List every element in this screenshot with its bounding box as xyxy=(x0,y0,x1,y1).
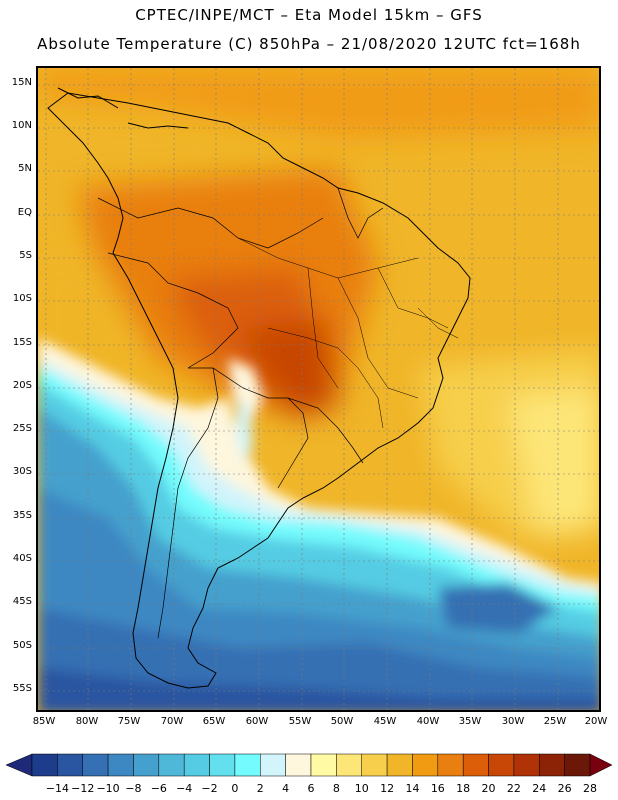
colorbar-swatch xyxy=(285,753,312,777)
lat-label: EQ xyxy=(17,207,32,218)
lon-label: 25W xyxy=(543,716,567,727)
lon-label: 45W xyxy=(373,716,397,727)
colorbar-tick-label: −8 xyxy=(125,782,142,795)
lon-label: 20W xyxy=(584,716,608,727)
colorbar-swatch xyxy=(133,753,160,777)
lat-label: 5N xyxy=(18,163,32,174)
colorbar-tick-label: 28 xyxy=(583,782,597,795)
colorbar-swatch xyxy=(513,753,540,777)
colorbar-swatch xyxy=(31,753,58,777)
colorbar-swatch xyxy=(57,753,83,777)
colorbar-tick-label: −4 xyxy=(176,782,193,795)
colorbar-tick-label: 10 xyxy=(354,782,369,795)
lat-label: 15S xyxy=(12,337,32,348)
colorbar-swatch xyxy=(488,753,515,777)
colorbar-swatch xyxy=(564,753,591,777)
colorbar-swatch xyxy=(107,753,134,777)
lat-label: 15N xyxy=(11,77,32,88)
colorbar-tick-label: 24 xyxy=(532,782,547,795)
lat-label: 55S xyxy=(12,683,32,694)
colorbar-tick-label: 8 xyxy=(332,782,340,795)
lon-label: 70W xyxy=(160,716,184,727)
lat-label: 45S xyxy=(12,596,32,607)
lon-label: 40W xyxy=(416,716,440,727)
colorbar-tick-label: 14 xyxy=(405,782,420,795)
lat-label: 25S xyxy=(12,423,32,434)
colorbar-over-triangle xyxy=(589,753,612,777)
lon-label: 75W xyxy=(117,716,141,727)
lon-label: 80W xyxy=(75,716,99,727)
colorbar-swatch xyxy=(234,753,261,777)
lon-label: 35W xyxy=(458,716,482,727)
colorbar-swatch xyxy=(158,753,185,777)
lon-label: 50W xyxy=(330,716,354,727)
colorbar-under-triangle xyxy=(6,753,33,777)
colorbar-swatch xyxy=(209,753,236,777)
colorbar-swatch xyxy=(82,753,109,777)
colorbar-swatch xyxy=(386,753,413,777)
temperature-map xyxy=(36,66,601,712)
lat-label: 30S xyxy=(12,466,32,477)
colorbar-swatch xyxy=(437,753,464,777)
colorbar-swatch xyxy=(260,753,286,777)
colorbar-tick-label: 16 xyxy=(430,782,445,795)
colorbar-swatch xyxy=(336,753,362,777)
colorbar-tick-label: −2 xyxy=(201,782,218,795)
lat-label: 50S xyxy=(12,640,32,651)
colorbar-tick-label: −6 xyxy=(150,782,167,795)
colorbar-swatch xyxy=(183,753,210,777)
colorbar-tick-label: 20 xyxy=(481,782,496,795)
lon-label: 30W xyxy=(501,716,525,727)
map-title: CPTEC/INPE/MCT – Eta Model 15km – GFS xyxy=(135,6,483,24)
colorbar-swatch xyxy=(412,753,439,777)
colorbar-tick-label: −10 xyxy=(96,782,120,795)
colorbar-tick-label: 6 xyxy=(307,782,315,795)
colorbar-tick-label: 4 xyxy=(282,782,290,795)
lat-label: 10N xyxy=(11,120,32,131)
colorbar-tick-label: −14 xyxy=(45,782,69,795)
lat-label: 35S xyxy=(12,510,32,521)
country-borders xyxy=(97,187,384,639)
colorbar-swatch xyxy=(539,753,565,777)
colorbar-tick-label: 22 xyxy=(506,782,521,795)
colorbar-tick-label: −12 xyxy=(71,782,95,795)
colorbar-tick-label: 12 xyxy=(380,782,395,795)
lon-label: 85W xyxy=(32,716,56,727)
colorbar-tick-label: 2 xyxy=(256,782,264,795)
colorbar-tick-label: 26 xyxy=(557,782,572,795)
map-canvas xyxy=(38,68,599,710)
colorbar-swatch xyxy=(462,753,489,777)
colorbar-tick-label: 18 xyxy=(456,782,471,795)
lat-label: 40S xyxy=(12,553,32,564)
colorbar-swatch xyxy=(361,753,388,777)
colorbar xyxy=(6,753,612,777)
lat-label: 20S xyxy=(12,380,32,391)
lon-label: 60W xyxy=(245,716,269,727)
lon-label: 55W xyxy=(288,716,312,727)
state-borders xyxy=(237,237,459,429)
lon-label: 65W xyxy=(202,716,226,727)
lat-label: 5S xyxy=(19,250,32,261)
colorbar-tick-label: 0 xyxy=(231,782,239,795)
lat-label: 10S xyxy=(12,293,32,304)
colorbar-swatch xyxy=(310,753,337,777)
coastline xyxy=(47,87,471,689)
map-subtitle: Absolute Temperature (C) 850hPa – 21/08/… xyxy=(37,35,581,53)
